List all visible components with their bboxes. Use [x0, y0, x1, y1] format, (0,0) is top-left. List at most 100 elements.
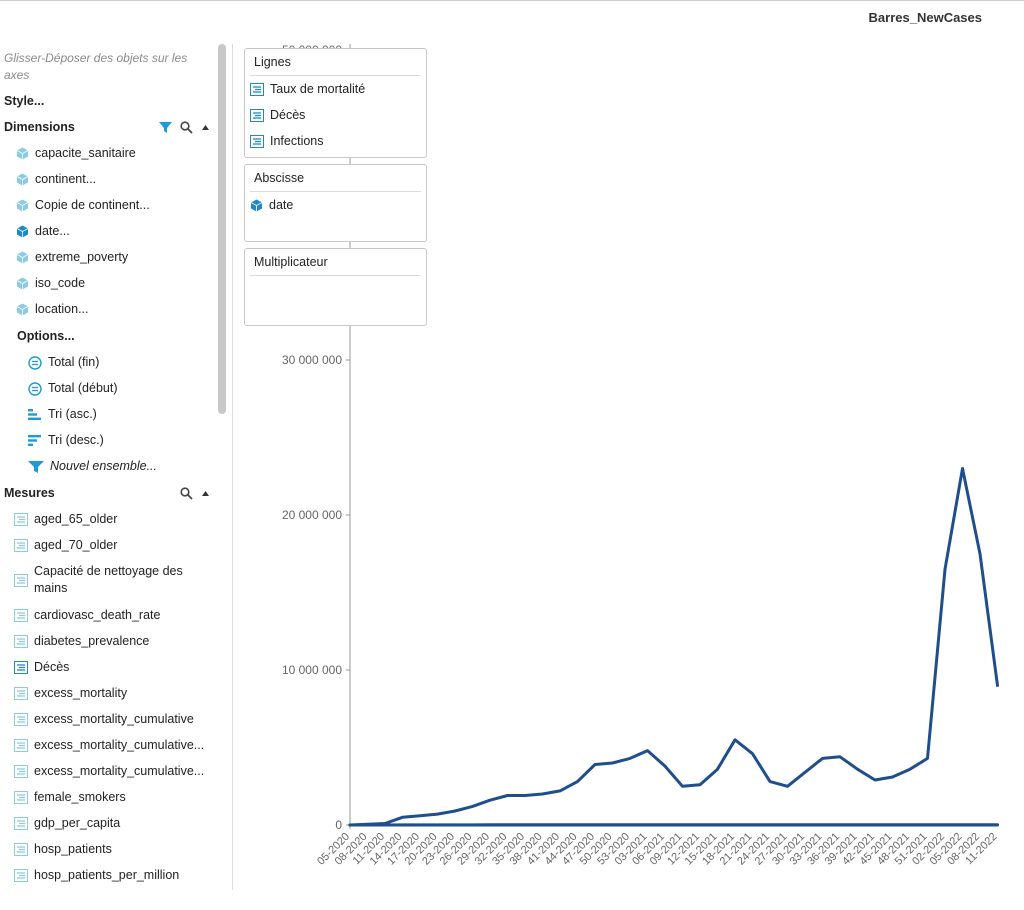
measure-item[interactable]: gdp_per_capita [14, 812, 120, 834]
mesures-header[interactable]: Mesures [4, 482, 214, 504]
collapse-icon[interactable] [201, 123, 210, 132]
lignes-item[interactable]: Taux de mortalité [245, 76, 426, 102]
dimension-item[interactable]: date... [16, 220, 70, 242]
dimension-item[interactable]: location... [16, 298, 89, 320]
measure-item[interactable]: excess_mortality [14, 682, 127, 704]
drop-zone-abscisse[interactable]: Abscisse date [244, 164, 427, 242]
series-line-0[interactable] [348, 467, 999, 827]
measure-icon [14, 791, 28, 805]
measure-icon [250, 83, 264, 97]
search-icon[interactable] [180, 120, 193, 134]
option-item[interactable]: Tri (desc.) [28, 429, 104, 451]
measure-icon [14, 573, 28, 587]
measure-item-label: gdp_per_capita [34, 816, 121, 830]
measure-item[interactable]: hosp_patients [14, 838, 112, 860]
dimension-item[interactable]: capacite_sanitaire [16, 142, 136, 164]
lignes-item-label: Infections [270, 134, 324, 148]
left-panel-scrollbar-thumb[interactable] [218, 44, 226, 414]
drop-zone-lignes[interactable]: Lignes Taux de mortalité Décès Infections [244, 48, 427, 158]
option-item-label: Total (début) [48, 381, 118, 395]
dimension-item[interactable]: Copie de continent... [16, 194, 150, 216]
drop-zone-multiplicateur[interactable]: Multiplicateur [244, 248, 427, 326]
option-item-label: Tri (desc.) [48, 433, 104, 447]
cube-icon [16, 173, 29, 186]
dimension-item-label: extreme_poverty [35, 250, 129, 264]
style-menu[interactable]: Style... [4, 94, 45, 108]
left-panel: Glisser-Déposer des objets sur les axes … [0, 44, 216, 910]
measure-item-label: Capacité de nettoyage des mains [34, 564, 183, 595]
cube-icon [16, 225, 29, 238]
drop-zone-lignes-label: Lignes [250, 49, 421, 76]
measure-icon [14, 817, 28, 831]
measure-item[interactable]: excess_mortality_cumulative... [14, 734, 204, 756]
abscisse-item[interactable]: date [245, 192, 426, 218]
measure-item[interactable]: female_smokers [14, 786, 126, 808]
measure-item-label: aged_65_older [34, 512, 118, 526]
filter-icon[interactable] [159, 121, 172, 134]
option-item[interactable]: Total (fin) [28, 351, 99, 373]
dimension-item-label: iso_code [35, 276, 86, 290]
cube-icon [250, 199, 263, 212]
measure-icon [14, 843, 28, 857]
dimension-item[interactable]: iso_code [16, 272, 85, 294]
measure-item[interactable]: Décès [14, 656, 69, 678]
measure-item-label: aged_70_older [34, 538, 118, 552]
measure-item[interactable]: cardiovasc_death_rate [14, 604, 160, 626]
measure-icon [14, 713, 28, 727]
dimension-item-label: capacite_sanitaire [35, 146, 136, 160]
lignes-item-label: Décès [270, 108, 306, 122]
measure-item-label: hosp_patients_per_million [34, 868, 180, 882]
measure-item-label: excess_mortality [34, 686, 128, 700]
measure-item-label: diabetes_prevalence [34, 634, 150, 648]
option-item-label: Nouvel ensemble... [50, 459, 158, 473]
dimension-item[interactable]: extreme_poverty [16, 246, 128, 268]
abscisse-item-label: date [269, 198, 294, 212]
measure-item[interactable]: Capacité de nettoyage des mains [14, 560, 204, 600]
dimension-item-label: Copie de continent... [35, 198, 150, 212]
measure-icon [250, 109, 264, 123]
option-item[interactable]: Tri (asc.) [28, 403, 97, 425]
measure-icon [14, 869, 28, 883]
measure-item-label: excess_mortality_cumulative... [34, 764, 205, 778]
option-item[interactable]: Nouvel ensemble... [28, 455, 157, 477]
lignes-item[interactable]: Décès [245, 102, 426, 128]
drag-drop-hint: Glisser-Déposer des objets sur les axes [4, 51, 188, 82]
measure-item[interactable]: aged_70_older [14, 534, 117, 556]
total-icon [28, 382, 42, 396]
measure-item[interactable]: diabetes_prevalence [14, 630, 149, 652]
new-set-icon [28, 460, 44, 473]
collapse-icon[interactable] [201, 489, 210, 498]
measure-item[interactable]: aged_65_older [14, 508, 117, 530]
y-tick-label: 20 000 000 [282, 508, 342, 522]
option-item-label: Total (fin) [48, 355, 100, 369]
cube-icon [16, 199, 29, 212]
measure-item-label: Décès [34, 660, 70, 674]
measure-item[interactable]: excess_mortality_cumulative... [14, 760, 204, 782]
lignes-item[interactable]: Infections [245, 128, 426, 154]
option-item-label: Tri (asc.) [48, 407, 97, 421]
chart-title: Barres_NewCases [868, 10, 982, 25]
option-item[interactable]: Total (début) [28, 377, 117, 399]
options-header[interactable]: Options... [17, 329, 75, 343]
measure-item-label: excess_mortality_cumulative... [34, 738, 205, 752]
dimensions-label: Dimensions [4, 120, 75, 134]
measure-icon [14, 609, 28, 623]
mesures-label: Mesures [4, 486, 55, 500]
drop-zone-multiplicateur-label: Multiplicateur [250, 249, 421, 276]
panel-divider[interactable] [232, 44, 233, 890]
measure-item[interactable]: excess_mortality_cumulative [14, 708, 194, 730]
drop-zone-abscisse-label: Abscisse [250, 165, 421, 192]
dimension-item[interactable]: continent... [16, 168, 96, 190]
top-bar: Barres_NewCases [0, 0, 1024, 34]
measure-item[interactable]: hosp_patients_per_million [14, 864, 179, 886]
measure-icon [14, 687, 28, 701]
measure-icon [14, 661, 28, 675]
dimension-item-label: continent... [35, 172, 97, 186]
dimensions-header[interactable]: Dimensions [4, 116, 214, 138]
measure-icon [14, 539, 28, 553]
sort-asc-icon [28, 409, 41, 421]
measure-item-label: hosp_patients [34, 842, 112, 856]
cube-icon [16, 147, 29, 160]
search-icon[interactable] [180, 486, 193, 500]
